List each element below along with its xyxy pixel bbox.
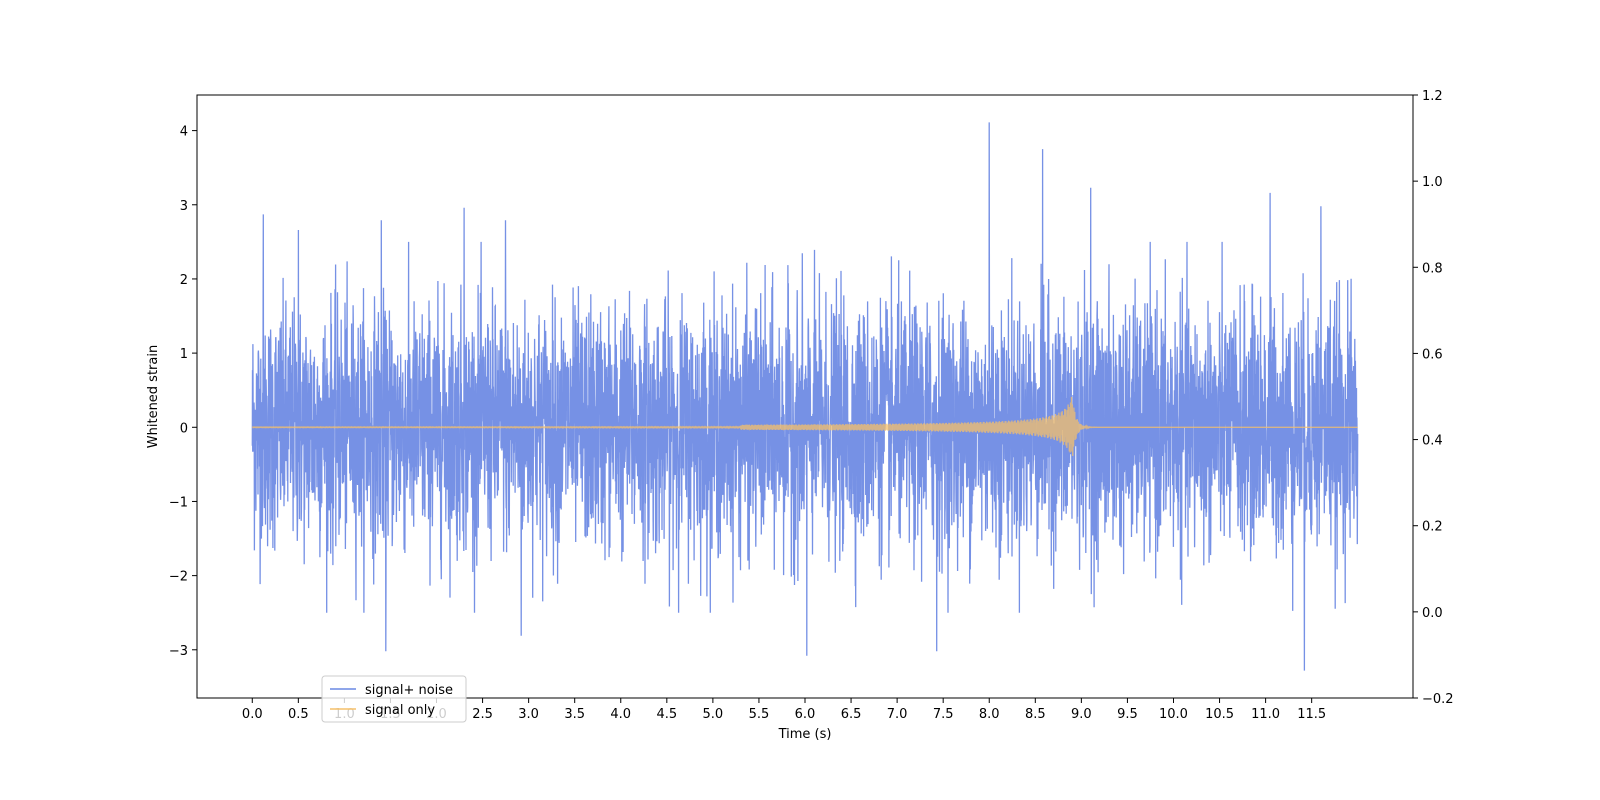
signal-only-series: [251, 396, 1358, 457]
y2-axis-ticks: −0.2 0.0 0.2 0.4 0.6 0.8 1.0 1.2: [1413, 89, 1454, 707]
y-tick-label: −2: [169, 570, 188, 585]
x-tick-label: 8.5: [1025, 707, 1046, 722]
x-tick-label: 11.0: [1251, 707, 1280, 722]
x-tick-label: 5.0: [703, 707, 724, 722]
series-line-signal-only: [251, 396, 1358, 457]
x-tick-label: 7.0: [887, 707, 908, 722]
x-tick-label: 4.0: [610, 707, 631, 722]
signal-noise-series: [251, 122, 1359, 671]
y-axis-ticks: −3 −2 −1 0 1 2 3 4: [169, 125, 197, 659]
y-tick-label: −3: [169, 644, 188, 659]
x-tick-label: 3.0: [518, 707, 539, 722]
x-tick-label: 9.0: [1071, 707, 1092, 722]
legend-label-signal-noise: signal+ noise: [365, 683, 453, 698]
x-tick-label: 5.5: [749, 707, 770, 722]
x-tick-label: 6.5: [841, 707, 862, 722]
x-tick-label: 0.0: [242, 707, 263, 722]
x-tick-label: 6.0: [795, 707, 816, 722]
y-tick-label: 2: [180, 273, 188, 288]
legend-label-signal-only: signal only: [365, 703, 435, 718]
series-line-signal-noise: [251, 122, 1359, 671]
x-tick-label: 4.5: [656, 707, 677, 722]
legend-box: [321, 675, 467, 723]
x-tick-label: 8.0: [979, 707, 1000, 722]
x-tick-label: 7.5: [933, 707, 954, 722]
x-tick-label: 10.0: [1159, 707, 1188, 722]
x-tick-label: 9.5: [1117, 707, 1138, 722]
y2-tick-label: 0.6: [1422, 347, 1443, 362]
x-tick-label: 2.5: [472, 707, 493, 722]
y-tick-label: 0: [180, 421, 188, 436]
legend: signal+ noise signal only: [321, 675, 467, 723]
y2-tick-label: 0.2: [1422, 520, 1443, 535]
y-axis-label: Whitened strain: [146, 345, 161, 448]
y2-tick-label: −0.2: [1422, 692, 1454, 707]
y2-tick-label: 0.8: [1422, 261, 1443, 276]
y-tick-label: 3: [180, 199, 188, 214]
x-tick-label: 3.5: [564, 707, 585, 722]
y2-tick-label: 1.2: [1422, 89, 1443, 104]
x-axis-label: Time (s): [778, 727, 832, 742]
y-tick-label: 4: [180, 125, 188, 140]
y2-tick-label: 1.0: [1422, 175, 1443, 190]
y2-tick-label: 0.0: [1422, 606, 1443, 621]
x-tick-label: 0.5: [288, 707, 309, 722]
x-tick-label: 10.5: [1205, 707, 1234, 722]
x-tick-label: 11.5: [1297, 707, 1326, 722]
y-tick-label: −1: [169, 495, 188, 510]
y-tick-label: 1: [180, 347, 188, 362]
y2-tick-label: 0.4: [1422, 434, 1443, 449]
